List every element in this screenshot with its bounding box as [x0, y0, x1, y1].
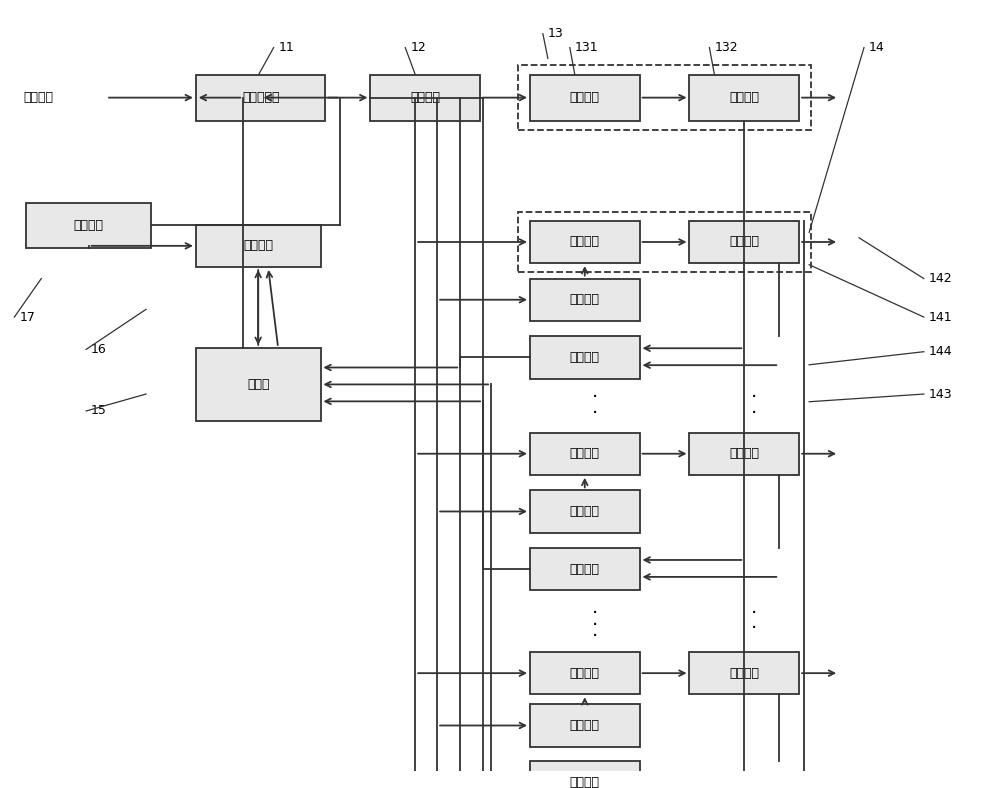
Text: 预处理电路: 预处理电路	[242, 91, 279, 104]
Text: 144: 144	[929, 345, 952, 359]
Text: 校准驱动: 校准驱动	[729, 667, 759, 679]
Text: 12: 12	[410, 41, 426, 54]
FancyBboxPatch shape	[530, 761, 640, 788]
Text: 延时驱动: 延时驱动	[570, 719, 600, 732]
FancyBboxPatch shape	[530, 433, 640, 475]
FancyBboxPatch shape	[530, 704, 640, 747]
Text: 基准延时: 基准延时	[570, 91, 600, 104]
FancyBboxPatch shape	[689, 652, 799, 694]
Text: 触发输入: 触发输入	[23, 91, 53, 104]
Text: 校准延时: 校准延时	[570, 448, 600, 460]
Text: 15: 15	[91, 404, 107, 418]
Text: 校准延时: 校准延时	[570, 236, 600, 248]
Text: ·: ·	[592, 627, 598, 646]
Text: 16: 16	[91, 343, 107, 356]
Text: ·: ·	[592, 403, 598, 423]
Text: 141: 141	[929, 310, 952, 324]
Text: 基准驱动: 基准驱动	[729, 91, 759, 104]
Text: 比较电路: 比较电路	[570, 351, 600, 364]
Text: ·: ·	[751, 388, 757, 407]
FancyBboxPatch shape	[196, 75, 325, 121]
FancyBboxPatch shape	[530, 652, 640, 694]
Text: 143: 143	[929, 388, 952, 400]
Text: 比较电路: 比较电路	[570, 563, 600, 576]
Text: 11: 11	[279, 41, 294, 54]
FancyBboxPatch shape	[689, 75, 799, 121]
Text: ·: ·	[592, 615, 598, 634]
FancyBboxPatch shape	[530, 490, 640, 533]
Text: 延时驱动: 延时驱动	[570, 293, 600, 307]
Text: ·: ·	[751, 403, 757, 423]
Text: 13: 13	[548, 28, 564, 40]
Text: 校准信号: 校准信号	[243, 240, 273, 252]
Text: ·: ·	[751, 619, 757, 638]
FancyBboxPatch shape	[689, 221, 799, 263]
Text: 17: 17	[19, 310, 35, 324]
FancyBboxPatch shape	[26, 203, 151, 247]
Text: 校准驱动: 校准驱动	[729, 448, 759, 460]
Text: 132: 132	[714, 41, 738, 54]
FancyBboxPatch shape	[530, 75, 640, 121]
FancyBboxPatch shape	[530, 336, 640, 379]
FancyBboxPatch shape	[196, 225, 320, 267]
Text: 142: 142	[929, 272, 952, 285]
FancyBboxPatch shape	[689, 433, 799, 475]
Text: ·: ·	[751, 604, 757, 623]
Text: 延时驱动: 延时驱动	[570, 505, 600, 518]
Text: 扇出电路: 扇出电路	[410, 91, 440, 104]
Text: 14: 14	[869, 41, 885, 54]
Text: 校准使能: 校准使能	[74, 219, 104, 232]
Text: 逻辑或: 逻辑或	[247, 378, 269, 391]
Text: 比较电路: 比较电路	[570, 776, 600, 788]
FancyBboxPatch shape	[370, 75, 480, 121]
FancyBboxPatch shape	[196, 348, 320, 421]
Text: ·: ·	[592, 388, 598, 407]
Text: ·: ·	[592, 604, 598, 623]
Text: 校准延时: 校准延时	[570, 667, 600, 679]
FancyBboxPatch shape	[530, 279, 640, 321]
FancyBboxPatch shape	[530, 221, 640, 263]
Text: 131: 131	[575, 41, 598, 54]
Text: 校准驱动: 校准驱动	[729, 236, 759, 248]
FancyBboxPatch shape	[530, 548, 640, 590]
